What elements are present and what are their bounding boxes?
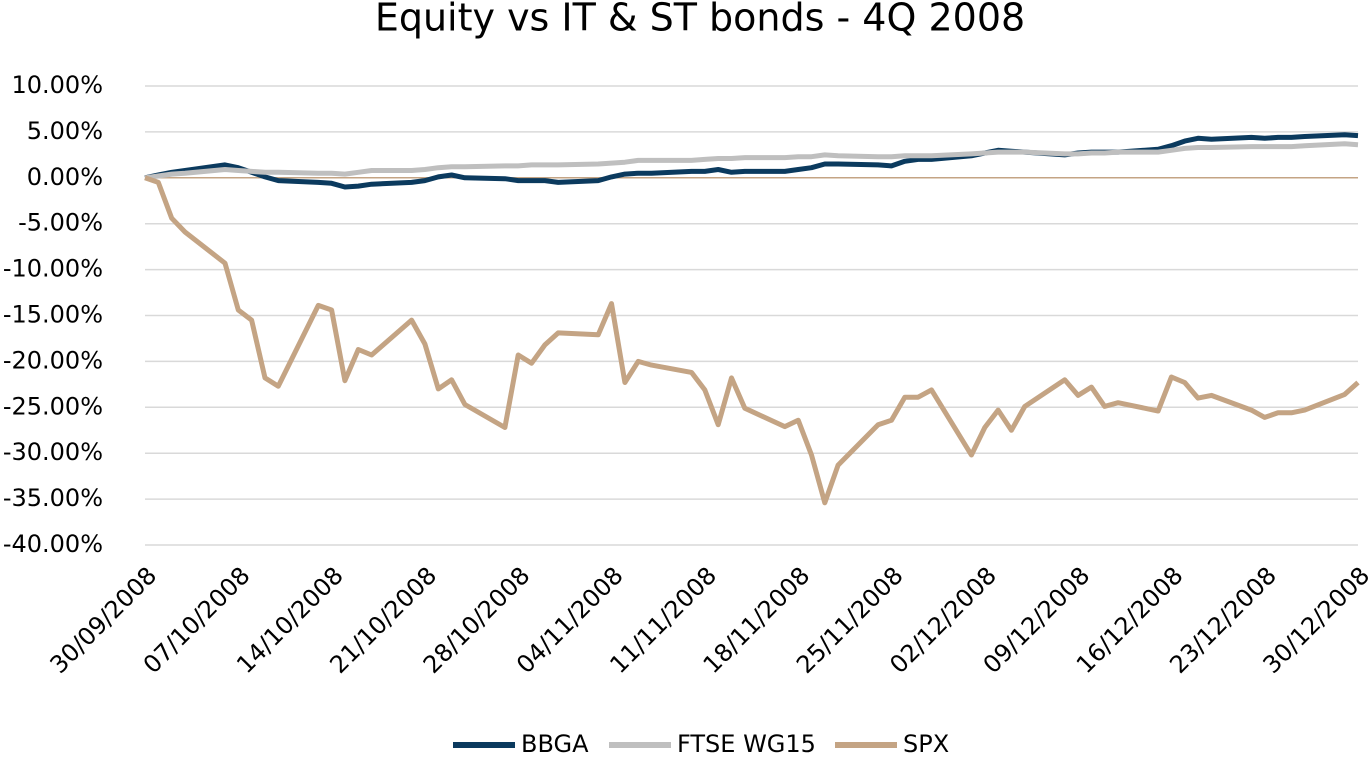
y-tick-label: -25.00% — [3, 392, 103, 420]
line-series — [144, 141, 1359, 181]
y-tick-label: 0.00% — [27, 163, 103, 191]
legend-label: SPX — [903, 730, 949, 758]
line-series — [144, 175, 1360, 506]
legend-label: BBGA — [521, 730, 589, 758]
y-tick-label: 10.00% — [11, 71, 103, 99]
chart-title: Equity vs IT & ST bonds - 4Q 2008 — [375, 0, 1025, 40]
y-tick-label: -35.00% — [3, 484, 103, 512]
y-tick-label: -40.00% — [3, 530, 103, 558]
y-tick-label: -10.00% — [3, 255, 103, 283]
y-tick-label: -15.00% — [3, 301, 103, 329]
line-series — [144, 132, 1359, 190]
y-tick-label: -20.00% — [3, 346, 103, 374]
y-tick-label: 5.00% — [27, 117, 103, 145]
y-tick-label: -5.00% — [18, 209, 103, 237]
y-tick-label: -30.00% — [3, 438, 103, 466]
legend-label: FTSE WG15 — [677, 730, 816, 758]
